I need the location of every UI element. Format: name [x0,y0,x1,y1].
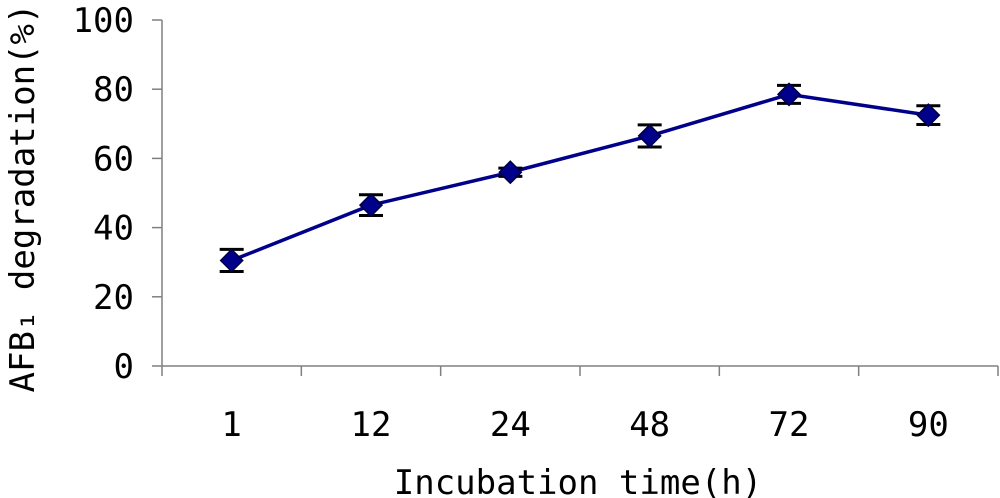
x-tick-label: 90 [908,405,949,445]
x-tick-label: 1 [221,405,241,445]
y-tick-label: 60 [93,139,134,179]
ticks: 0 20 40 60 80 100 1 12 24 48 72 90 [73,1,999,445]
x-tick-label: 12 [351,405,392,445]
data-point [498,160,523,185]
y-axis-title: AFB₁ degradation(%) [3,4,43,393]
x-tick-label: 24 [490,405,531,445]
x-tick-label: 48 [629,405,670,445]
series [219,82,941,274]
data-point [219,248,244,273]
data-point [916,103,941,128]
data-point [637,123,662,148]
data-point [776,82,802,107]
y-tick-label: 0 [114,347,134,387]
x-tick-label: 72 [769,405,810,445]
data-point [358,193,384,218]
series-line [231,92,929,263]
y-tick-label: 100 [73,1,134,41]
y-tick-label: 40 [93,209,134,249]
y-tick-label: 80 [93,70,134,110]
axes [161,20,998,367]
y-tick-label: 20 [93,278,134,318]
x-axis-title: Incubation time(h) [394,463,762,498]
